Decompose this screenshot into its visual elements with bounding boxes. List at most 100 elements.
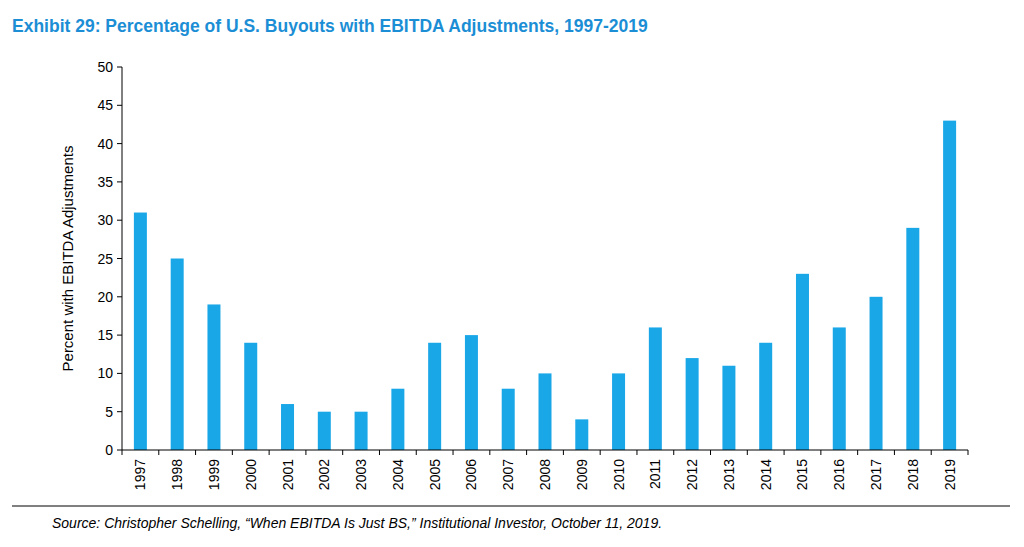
x-tick-label: 2016 [831,459,847,490]
x-tick-label: 2006 [463,459,479,490]
y-tick-label: 40 [97,136,113,152]
source: Source: Christopher Schelling, “When EBI… [52,515,662,531]
x-tick-label: 2014 [758,459,774,490]
x-tick-label: 2018 [905,459,921,490]
x-tick [195,450,196,455]
x-tick [710,450,711,455]
y-tick [117,105,122,106]
x-tick [747,450,748,455]
bar [943,121,956,450]
x-tick [600,450,601,455]
x-tick [931,450,932,455]
x-tick-label: 1999 [206,459,222,490]
bar [722,366,735,450]
y-tick [117,220,122,221]
x-tick-label: 2007 [500,459,516,490]
bar [539,373,552,450]
x-tick [232,450,233,455]
x-tick [453,450,454,455]
bar [244,343,257,450]
bar [318,412,331,450]
y-tick-label: 30 [97,212,113,228]
bar [612,373,625,450]
bar [502,389,515,450]
x-tick [968,450,969,455]
x-tick [122,450,123,455]
bar [171,259,184,451]
x-tick-label: 2003 [353,459,369,490]
bar [796,274,809,450]
y-tick [117,411,122,412]
y-tick-label: 35 [97,174,113,190]
x-tick-label: 2010 [611,459,627,490]
y-tick-label: 15 [97,327,113,343]
x-tick [305,450,306,455]
x-tick-label: 2001 [280,459,296,490]
x-tick [636,450,637,455]
y-tick-label: 20 [97,289,113,305]
x-tick [158,450,159,455]
y-tick [117,258,122,259]
bar [906,228,919,450]
y-tick [117,335,122,336]
x-tick-label: 2019 [942,459,958,490]
bar [575,419,588,450]
y-tick-label: 45 [97,97,113,113]
x-tick [784,450,785,455]
title: Exhibit 29: Percentage of U.S. Buyouts w… [12,16,648,36]
x-tick [489,450,490,455]
x-tick [269,450,270,455]
x-tick [673,450,674,455]
y-axis-label: Percent with EBITDA Adjustments [59,146,76,372]
x-tick-label: 2009 [574,459,590,490]
y-tick-label: 50 [97,59,113,75]
y-tick [117,373,122,374]
x-tick-label: 2012 [684,459,700,490]
source-rule [12,506,1010,507]
bar [428,343,441,450]
bar [391,389,404,450]
bar [207,304,220,450]
x-tick [526,450,527,455]
x-tick-label: 2013 [721,459,737,490]
y-tick-label: 25 [97,251,113,267]
x-axis [122,450,968,451]
x-tick-label: 2002 [316,459,332,490]
y-tick [117,296,122,297]
y-tick [117,67,122,68]
x-tick [820,450,821,455]
chart: Exhibit 29: Percentage of U.S. Buyouts w… [0,0,1024,547]
bar [759,343,772,450]
x-tick-label: 2000 [243,459,259,490]
bar [870,297,883,450]
x-tick-label: 2015 [794,459,810,490]
bar [281,404,294,450]
y-tick [117,181,122,182]
x-tick [379,450,380,455]
x-tick-label: 2004 [390,459,406,490]
bar [686,358,699,450]
bar [833,327,846,450]
y-tick [117,143,122,144]
bars [134,121,956,450]
x-tick [894,450,895,455]
y-tick-label: 5 [105,404,113,420]
y-tick-label: 0 [105,442,113,458]
x-tick [416,450,417,455]
x-tick-label: 1997 [132,459,148,490]
x-tick-label: 1998 [169,459,185,490]
bar [355,412,368,450]
bar [649,327,662,450]
x-tick-label: 2008 [537,459,553,490]
x-tick-label: 2011 [647,459,663,489]
y-tick-label: 10 [97,365,113,381]
y-tick [117,450,122,451]
x-tick [857,450,858,455]
y-axis [122,67,123,450]
x-tick-label: 2005 [427,459,443,490]
x-tick-label: 2017 [868,459,884,490]
x-tick [563,450,564,455]
bar [465,335,478,450]
x-tick [342,450,343,455]
bar [134,213,147,450]
